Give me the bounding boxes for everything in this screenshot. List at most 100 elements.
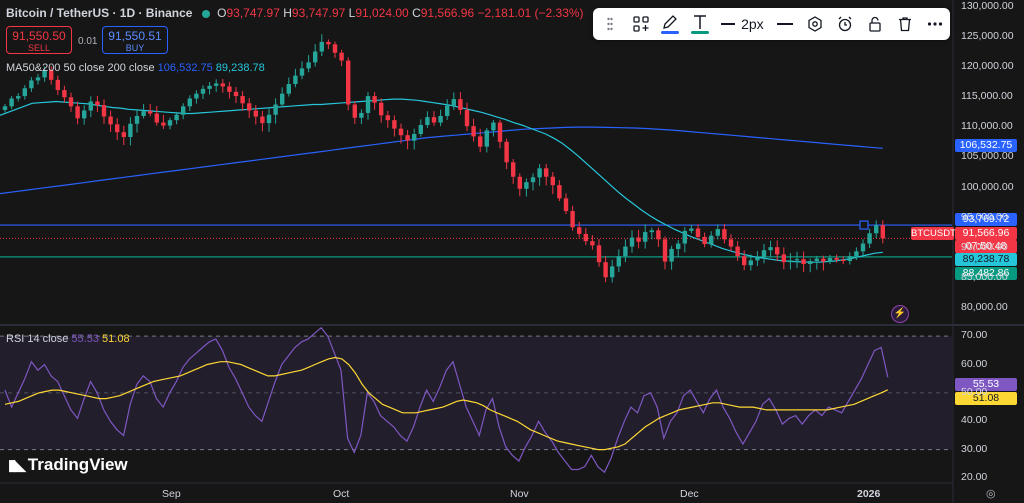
- buy-price: 91,550.51: [108, 29, 162, 43]
- candle-body: [629, 237, 635, 247]
- candle-body: [425, 117, 430, 125]
- candle-body: [471, 126, 476, 137]
- symbol-badge: BTCUSDT: [911, 227, 956, 240]
- candle-body: [154, 113, 159, 123]
- candle-body: [260, 116, 265, 124]
- close-label: C: [412, 6, 421, 20]
- candle-body: [438, 115, 443, 123]
- candle-body: [867, 233, 872, 244]
- candle-body: [497, 122, 503, 142]
- ma200-axis-badge: 89,238.78: [955, 253, 1017, 266]
- line-width-label: 2px: [741, 16, 764, 32]
- candle-body: [346, 60, 351, 105]
- candle-body: [669, 248, 674, 262]
- rsi-axis-label: 30.00: [961, 442, 988, 455]
- candle-body: [319, 41, 324, 52]
- candle-body: [9, 98, 14, 107]
- scale-settings-icon[interactable]: ◎: [986, 488, 996, 500]
- candle-body: [194, 93, 199, 99]
- candle-body: [662, 239, 668, 262]
- price-axis-label: 120,000.00: [961, 60, 1014, 73]
- candle-body: [141, 111, 146, 116]
- candle-body: [174, 114, 179, 121]
- line-color-icon[interactable]: [655, 8, 685, 40]
- market-open-icon: [201, 9, 210, 18]
- alert-icon[interactable]: [830, 8, 860, 40]
- flash-icon[interactable]: ⚡: [891, 305, 909, 323]
- rsi-ma-legend-value: 51.08: [102, 333, 130, 345]
- candle-body: [656, 230, 661, 240]
- tradingview-logo: ▮◣ TradingView: [8, 455, 128, 475]
- rsi-axis-label: 40.00: [961, 414, 988, 427]
- price-axis-label: 85,000.00: [961, 270, 1008, 283]
- candle-body: [616, 256, 621, 267]
- rsi-ma-axis-badge: 51.08: [955, 392, 1017, 405]
- candle-body: [412, 134, 417, 141]
- line-style-icon[interactable]: [770, 8, 800, 40]
- candle-body: [709, 235, 714, 245]
- candle-body: [299, 68, 305, 76]
- rsi-legend-label: RSI 14 close: [6, 333, 69, 345]
- candle-body: [161, 122, 166, 126]
- candle-body: [55, 79, 60, 91]
- candle-body: [788, 260, 793, 263]
- text-color-icon[interactable]: [685, 8, 715, 40]
- drag-handle-icon[interactable]: [593, 8, 627, 40]
- time-axis-label: Oct: [333, 488, 350, 500]
- candle-body: [240, 96, 245, 104]
- buy-button[interactable]: 91,550.51 BUY: [102, 26, 168, 54]
- candle-body: [88, 101, 93, 111]
- candle-body: [583, 233, 588, 242]
- candle-body: [247, 103, 252, 111]
- candle-body: [649, 230, 654, 233]
- candle-body: [537, 168, 542, 178]
- symbol-header: Bitcoin / TetherUS · 1D · Binance O93,74…: [6, 6, 584, 20]
- more-icon[interactable]: [920, 8, 950, 40]
- candle-body: [49, 70, 54, 80]
- ma200-legend-value: 89,238.78: [215, 62, 265, 74]
- candle-body: [478, 136, 483, 147]
- candle-body: [821, 258, 826, 262]
- templates-icon[interactable]: [627, 8, 655, 40]
- candle-body: [280, 93, 285, 105]
- lock-icon[interactable]: [860, 8, 890, 40]
- price-axis-label: 115,000.00: [961, 90, 1013, 103]
- candle-body: [365, 96, 371, 113]
- candle-body: [530, 177, 536, 183]
- candle-body: [121, 132, 126, 138]
- candle-body: [326, 41, 331, 45]
- ma-legend[interactable]: MA50&200 50 close 200 close 106,532.75 8…: [6, 62, 265, 74]
- rsi-axis-label: 60.00: [961, 357, 988, 370]
- candle-body: [676, 243, 681, 249]
- symbol-title[interactable]: Bitcoin / TetherUS · 1D · Binance: [6, 6, 193, 20]
- rsi-axis-label: 70.00: [961, 329, 988, 342]
- resistance-handle: [859, 220, 869, 230]
- price-axis-label: 100,000.00: [961, 180, 1014, 193]
- change-value: −2,181.01 (−2.33%): [477, 6, 584, 20]
- candle-body: [352, 104, 357, 118]
- line-width-select[interactable]: 2px: [715, 8, 769, 40]
- candle-body: [82, 110, 87, 119]
- candle-body: [207, 85, 212, 89]
- candle-body: [253, 110, 258, 117]
- candle-body: [827, 257, 833, 262]
- candle-body: [108, 116, 113, 125]
- candle-body: [227, 86, 232, 92]
- settings-icon[interactable]: [800, 8, 830, 40]
- trash-icon[interactable]: [890, 8, 920, 40]
- buy-label: BUY: [125, 43, 145, 53]
- hline-axis-badge: 93,769.72: [955, 213, 1017, 226]
- open-value: 93,747.97: [226, 6, 280, 20]
- rsi-legend-value: 55.53: [71, 333, 99, 345]
- candle-body: [233, 91, 239, 97]
- candle-body: [266, 114, 272, 124]
- candle-body: [610, 266, 615, 278]
- candle-body: [742, 256, 747, 266]
- rsi-legend[interactable]: RSI 14 close 55.53 51.08: [6, 333, 130, 345]
- candle-body: [603, 262, 608, 278]
- last-price-badge: 91,566.96: [955, 227, 1017, 240]
- candle-body: [517, 176, 522, 189]
- candle-body: [794, 259, 800, 261]
- sell-button[interactable]: 91,550.50 SELL: [6, 26, 72, 54]
